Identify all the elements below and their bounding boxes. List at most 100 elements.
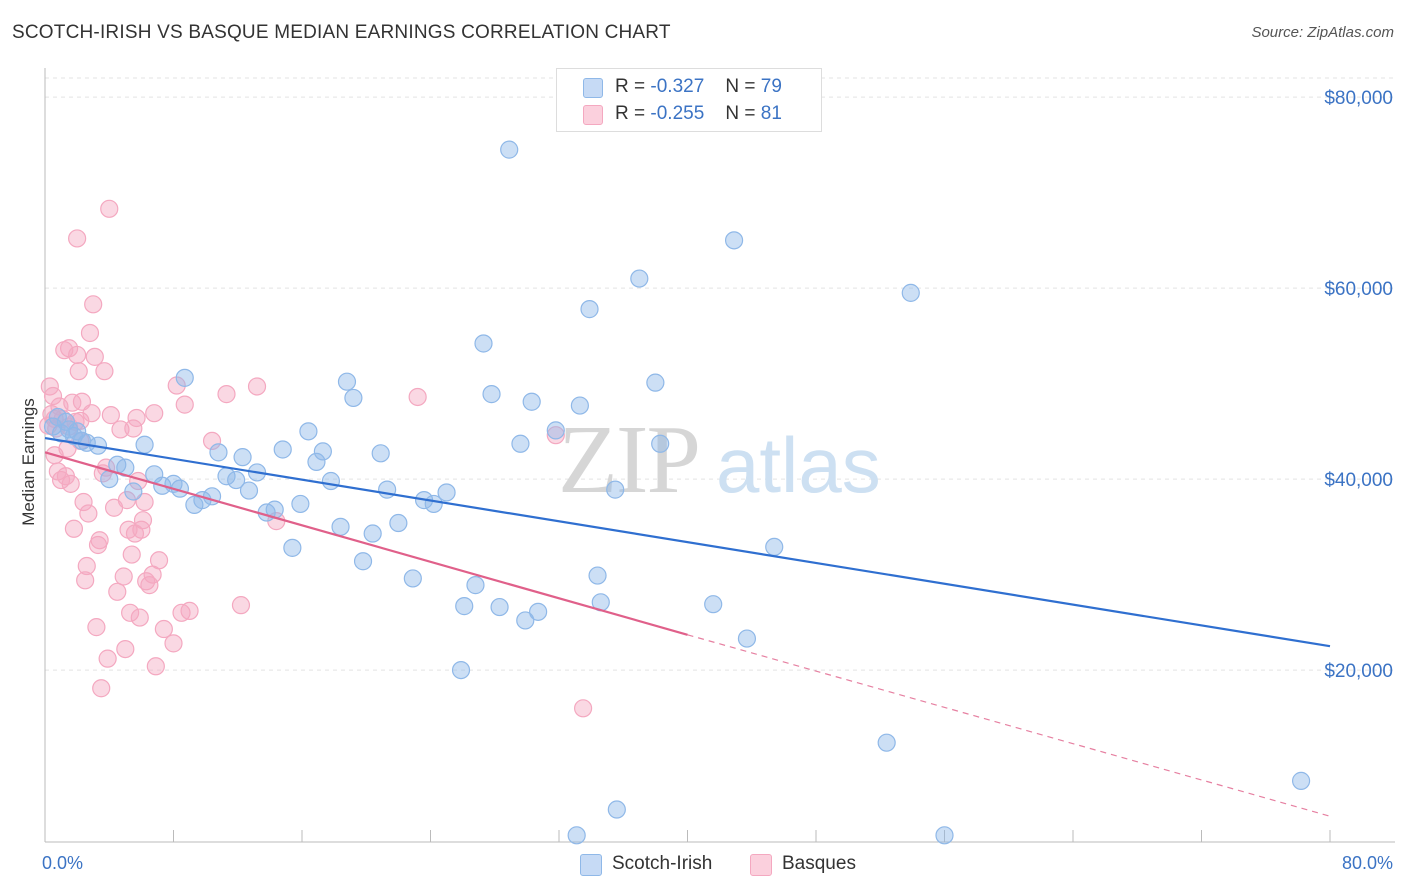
legend-n-label: N = — [725, 103, 756, 124]
data-point-scotch-irish — [877, 733, 896, 752]
data-point-basques — [85, 347, 104, 366]
data-point-basques — [98, 649, 117, 668]
data-point-basques — [154, 619, 173, 639]
data-point-scotch-irish — [765, 537, 784, 557]
data-point-basques — [64, 519, 84, 538]
data-point-scotch-irish — [331, 517, 350, 536]
data-point-basques — [111, 420, 130, 439]
data-point-scotch-irish — [389, 513, 408, 533]
data-point-basques — [130, 608, 149, 627]
watermark-atlas-text: atlas — [716, 421, 881, 509]
data-point-basques — [146, 657, 165, 676]
data-point-scotch-irish — [273, 440, 292, 459]
data-point-scotch-irish — [378, 480, 397, 499]
legend-r-value: -0.327 — [650, 76, 705, 97]
data-point-scotch-irish — [588, 566, 607, 585]
data-point-basques — [61, 474, 80, 493]
data-point-scotch-irish — [466, 576, 485, 595]
legend-n-label: N = — [725, 76, 756, 97]
data-point-basques — [114, 567, 133, 586]
data-point-basques — [80, 323, 100, 343]
data-point-scotch-irish — [935, 826, 954, 845]
data-point-basques — [92, 679, 111, 698]
data-point-basques — [100, 199, 119, 218]
legend-label-basques: Basques — [782, 853, 856, 874]
data-point-scotch-irish — [490, 597, 509, 617]
trend-line-basques-extrapolated — [687, 634, 1331, 817]
watermark: ZIP atlas — [558, 406, 881, 514]
data-point-basques — [408, 387, 427, 407]
data-point-scotch-irish — [307, 452, 326, 472]
data-point-basques — [79, 504, 98, 523]
data-point-basques — [40, 377, 59, 396]
data-point-basques — [132, 520, 151, 539]
data-point-basques — [127, 408, 146, 428]
data-point-scotch-irish — [516, 611, 535, 630]
data-point-basques — [149, 551, 169, 570]
data-point-basques — [140, 576, 159, 595]
data-point-basques — [217, 385, 236, 404]
legend-r-label: R = — [615, 76, 646, 97]
legend-swatch-basques — [583, 105, 603, 125]
data-point-scotch-irish — [175, 368, 194, 387]
legend-n-value: 79 — [760, 76, 782, 97]
data-point-scotch-irish — [570, 396, 589, 415]
data-point-scotch-irish — [546, 421, 565, 440]
data-point-basques — [180, 601, 199, 620]
correlation-legend: R = -0.327 N = 79 R = -0.255 N = 81 — [556, 68, 822, 132]
data-point-scotch-irish — [651, 434, 670, 453]
data-point-scotch-irish — [580, 300, 599, 319]
chart-title: SCOTCH-IRISH VS BASQUE MEDIAN EARNINGS C… — [12, 22, 671, 43]
data-point-scotch-irish — [437, 483, 456, 502]
data-point-basques — [202, 431, 222, 450]
data-point-scotch-irish — [567, 826, 586, 845]
legend-r-label: R = — [615, 103, 646, 124]
data-point-scotch-irish — [630, 269, 649, 288]
data-point-scotch-irish — [313, 442, 332, 461]
data-point-scotch-irish — [607, 800, 626, 819]
source-label: Source: ZipAtlas.com — [1251, 24, 1394, 41]
data-point-scotch-irish — [737, 629, 757, 648]
data-point-basques — [68, 345, 87, 365]
data-point-scotch-irish — [239, 481, 259, 500]
data-point-scotch-irish — [135, 435, 154, 454]
legend-swatch-basques — [750, 854, 772, 876]
data-point-basques — [573, 699, 593, 718]
data-point-basques — [74, 492, 93, 512]
data-point-basques — [69, 362, 88, 381]
data-point-basques — [133, 511, 153, 530]
data-point-scotch-irish — [704, 595, 723, 614]
y-tick-label: $80,000 — [1324, 88, 1393, 109]
data-point-basques — [116, 639, 135, 659]
data-point-scotch-irish — [646, 373, 665, 392]
data-point-scotch-irish — [500, 140, 519, 159]
legend-swatch-scotch-irish — [583, 78, 603, 98]
x-tick-label: 80.0% — [1342, 853, 1393, 873]
data-point-scotch-irish — [511, 434, 530, 453]
data-point-basques — [76, 571, 95, 590]
data-point-scotch-irish — [451, 660, 471, 680]
data-point-scotch-irish — [124, 482, 143, 501]
data-point-scotch-irish — [299, 422, 318, 441]
data-point-basques — [122, 545, 141, 564]
data-point-basques — [87, 618, 106, 637]
data-point-scotch-irish — [209, 443, 228, 462]
series-scotch-irish — [43, 140, 1311, 845]
tick-labels: $20,000 $40,000 $60,000 $80,000 0.0% 80.0% — [42, 88, 1393, 873]
data-point-scotch-irish — [344, 388, 363, 408]
data-point-scotch-irish — [233, 448, 252, 467]
legend-r-value: -0.255 — [650, 103, 705, 124]
data-point-scotch-irish — [283, 538, 302, 557]
trend-lines — [44, 436, 1331, 817]
data-point-basques — [95, 362, 114, 381]
data-point-scotch-irish — [371, 444, 390, 463]
series-basques — [39, 199, 593, 718]
data-point-basques — [231, 596, 251, 615]
data-point-scotch-irish — [363, 524, 382, 543]
data-point-basques — [135, 492, 154, 512]
data-point-scotch-irish — [474, 334, 493, 353]
data-point-scotch-irish — [606, 480, 625, 499]
data-point-basques — [63, 393, 82, 412]
legend-n-value: 81 — [760, 103, 782, 124]
